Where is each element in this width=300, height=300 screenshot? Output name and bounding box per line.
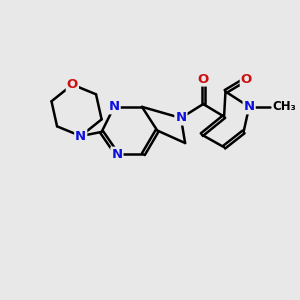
Text: N: N <box>75 130 86 142</box>
Text: CH₃: CH₃ <box>273 100 297 113</box>
Text: O: O <box>241 73 252 85</box>
Text: O: O <box>67 78 78 91</box>
Text: N: N <box>111 148 122 161</box>
Text: N: N <box>244 100 255 113</box>
Text: N: N <box>109 100 120 113</box>
Text: N: N <box>176 112 187 124</box>
Text: O: O <box>198 73 209 85</box>
